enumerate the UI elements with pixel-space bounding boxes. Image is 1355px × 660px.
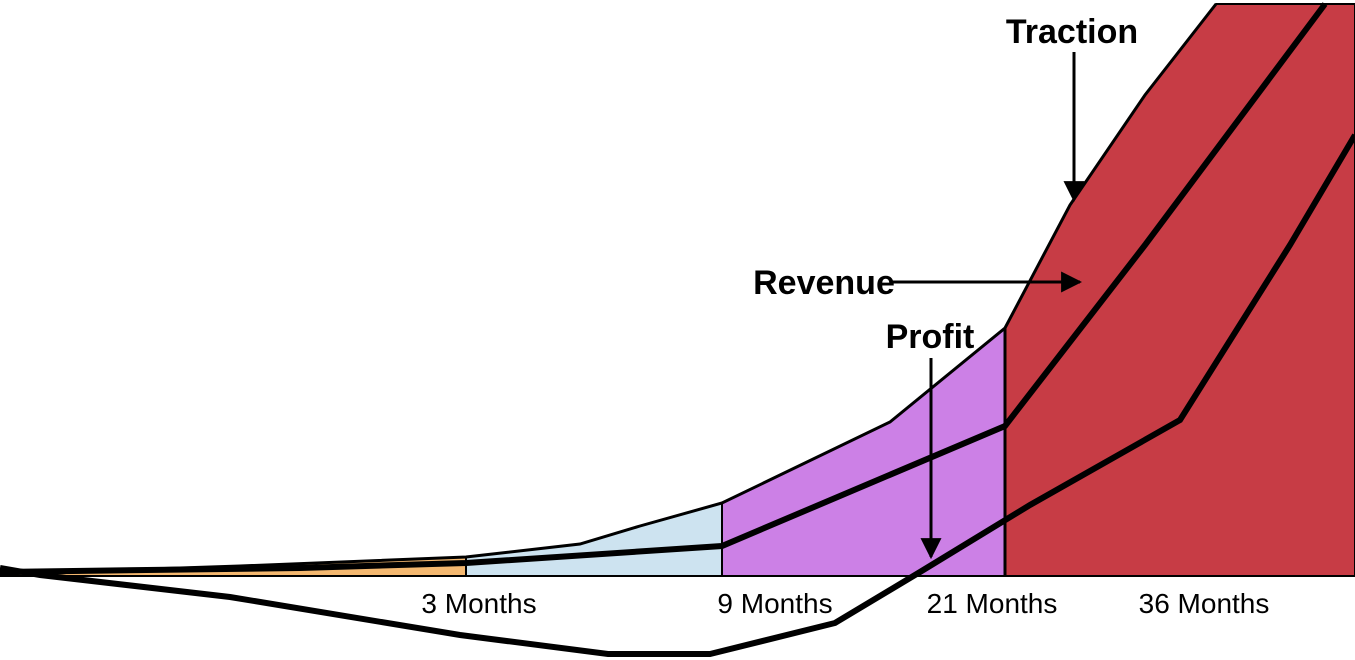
revenue-curve — [0, 2, 1328, 575]
tick-label-3-months: 3 Months — [421, 588, 536, 619]
tick-label-21-months: 21 Months — [927, 588, 1058, 619]
tick-label-9-months: 9 Months — [717, 588, 832, 619]
traction-label: Traction — [1006, 13, 1138, 51]
tick-label-36-months: 36 Months — [1139, 588, 1270, 619]
stage-3-area — [721, 325, 1006, 577]
profit-curve — [0, 133, 1355, 657]
revenue-label: Revenue — [753, 264, 895, 302]
traction-curve — [0, 3, 1218, 576]
profit-label: Profit — [886, 318, 975, 356]
